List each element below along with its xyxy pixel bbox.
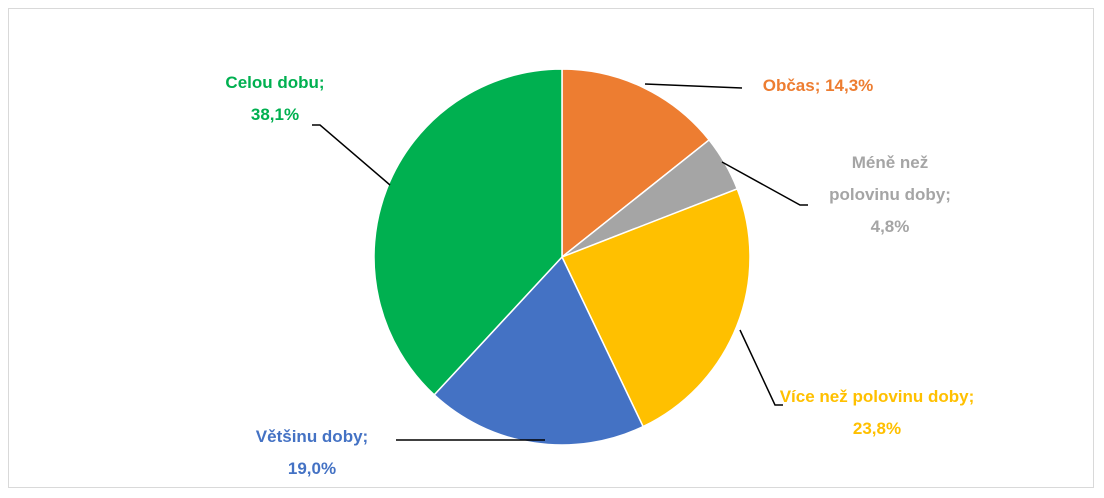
leader-line (739, 329, 783, 406)
pie-slice (561, 68, 711, 259)
chart-border (8, 8, 1094, 488)
data-label: Celou dobu; 38,1% (225, 73, 325, 124)
leader-line (721, 161, 808, 206)
leader-line (312, 124, 391, 186)
data-label: Většinu doby; 19,0% (255, 427, 369, 478)
data-label: Více než polovinu doby; 23,8% (779, 387, 975, 438)
pie-slice (433, 255, 645, 446)
leader-line (644, 83, 743, 89)
pie-slice (560, 187, 751, 428)
pie-slice (373, 68, 563, 396)
data-label: Občas; 14,3% (762, 76, 874, 95)
data-label: Méně než polovinu doby; 4,8% (829, 153, 951, 236)
